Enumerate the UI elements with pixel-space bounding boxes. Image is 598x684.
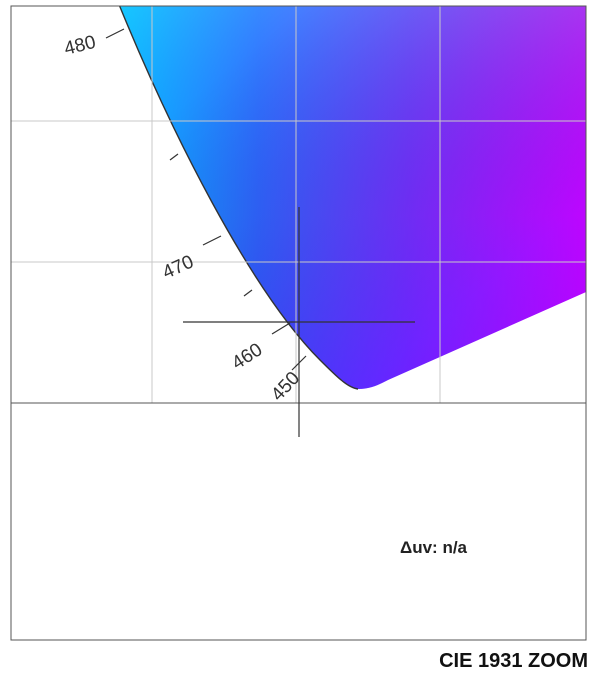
wavelength-label-470: 470 — [159, 251, 197, 283]
delta-uv-readout: Δuv: n/a — [400, 538, 468, 557]
tick-470 — [202, 235, 222, 246]
spectral-locus-violet — [119, 6, 586, 389]
wavelength-label-460: 460 — [228, 339, 266, 374]
crosshair — [183, 207, 415, 437]
wavelength-label-480: 480 — [62, 32, 98, 60]
tick-480 — [105, 28, 125, 39]
lower-frame — [10, 402, 587, 641]
tick-minor — [243, 289, 253, 297]
tick-460 — [271, 322, 291, 335]
spectral-locus-edge — [118, 6, 359, 390]
grid — [11, 6, 586, 403]
tick-minor — [169, 153, 179, 161]
diagram-caption: CIE 1931 ZOOM — [439, 650, 588, 672]
